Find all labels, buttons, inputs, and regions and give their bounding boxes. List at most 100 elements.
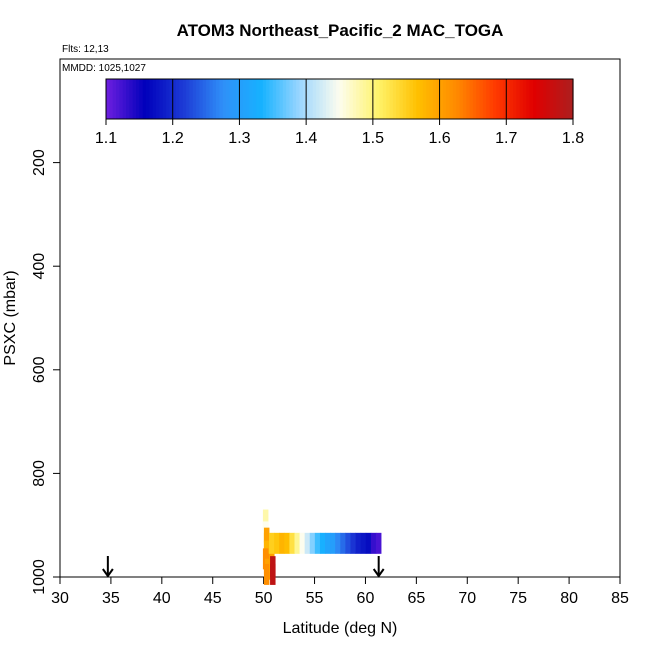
data-point [355,532,362,554]
colorbar-segment [456,79,461,119]
colorbar-segment [459,79,464,119]
colorbar-segment [366,79,371,119]
colorbar-segment [489,79,494,119]
colorbar-segment [452,79,457,119]
colorbar-segment [316,79,321,119]
colorbar-segment [479,79,484,119]
colorbar-segment [529,79,534,119]
data-point [284,532,290,554]
chart-title: ATOM3 Northeast_Pacific_2 MAC_TOGA [177,21,504,40]
data-point [335,532,341,554]
colorbar-segment [236,79,241,119]
colorbar-segment [306,79,311,119]
y-axis-label: PSXC (mbar) [2,270,19,365]
colorbar-segment [339,79,344,119]
colorbar-segment [506,79,511,119]
colorbar-segment [152,79,157,119]
y-tick-label: 400 [31,253,48,280]
x-tick-label: 55 [306,590,324,607]
colorbar-segment [302,79,307,119]
colorbar-segment [356,79,361,119]
colorbar-segment [376,79,381,119]
colorbar-segment [229,79,234,119]
colorbar-segment [142,79,147,119]
colorbar-segment [122,79,127,119]
data-point [304,532,311,554]
data-point [330,532,336,554]
colorbar-segment [386,79,391,119]
colorbar-segment [509,79,514,119]
data-point [279,532,285,554]
colorbar-segment [269,79,274,119]
colorbar-segment [132,79,137,119]
y-axis: 200 400 600 800 1000 [31,149,60,595]
colorbar-segment [149,79,154,119]
colorbar-segment [189,79,194,119]
colorbar-segment [396,79,401,119]
y-tick-label: 200 [31,149,48,176]
colorbar-segment [176,79,180,119]
data-point [325,532,331,554]
colorbar-segment [522,79,527,119]
colorbar-segment [466,79,471,119]
colorbar-segment [399,79,404,119]
colorbar-segment [382,79,387,119]
latitude-arrow [102,556,114,578]
colorbar-segment [272,79,277,119]
colorbar-segment [106,79,110,119]
colorbar-segment [446,79,451,119]
colorbar-segment [119,79,124,119]
y-tick-label: 800 [31,460,48,487]
colorbar-segment [222,79,227,119]
colorbar-segment [486,79,491,119]
colorbar-segment [496,79,501,119]
data-point [340,532,346,554]
colorbar-segment [346,79,351,119]
colorbar-segment [369,79,374,119]
colorbar-segment [199,79,204,119]
colorbar-segment [409,79,414,119]
data-point [274,532,280,554]
data-point [299,532,306,554]
data-point [370,532,377,554]
colorbar-segment [546,79,551,119]
colorbar-tick-label: 1.5 [362,130,384,147]
x-tick-label: 70 [458,590,476,607]
colorbar-segment [419,79,424,119]
colorbar-segment [392,79,397,119]
colorbar-segment [329,79,334,119]
colorbar-segment [516,79,521,119]
colorbar-segment [192,79,197,119]
x-tick-label: 45 [204,590,222,607]
x-axis: 30 35 40 45 50 55 60 65 70 75 80 85 [51,577,629,607]
data-point [309,532,316,554]
colorbar-segment [442,79,447,119]
colorbar-segment [362,79,367,119]
colorbar-segment [372,79,377,119]
colorbar-segment [342,79,347,119]
colorbar-segment [309,79,314,119]
colorbar-segment [559,79,564,119]
colorbar-segment [112,79,117,119]
colorbar-segment [422,79,427,119]
colorbar-segment [432,79,437,119]
data-point [263,563,270,585]
colorbar-segment [556,79,561,119]
colorbar-segment [282,79,287,119]
colorbar-segment [359,79,364,119]
colorbar-segment [526,79,531,119]
colorbar-segment [212,79,217,119]
x-tick-label: 40 [153,590,171,607]
colorbar-segment [166,79,170,119]
data-point [375,532,382,554]
y-tick-label: 1000 [31,559,48,595]
colorbar-tick-label: 1.2 [162,130,184,147]
colorbar-segment [482,79,487,119]
colorbar-segment [289,79,294,119]
colorbar-segment [462,79,467,119]
x-axis-label: Latitude (deg N) [283,620,398,637]
plot-frame [59,58,621,578]
colorbar-segment [436,79,441,119]
data-point [319,532,326,554]
